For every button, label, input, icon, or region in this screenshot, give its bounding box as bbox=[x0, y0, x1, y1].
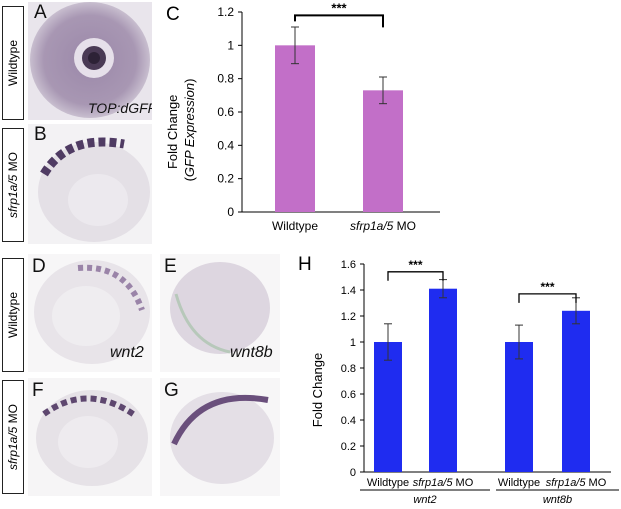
row-label-wildtype-bottom: Wildtype bbox=[2, 258, 24, 372]
panel-a-caption: TOP:dGFP bbox=[88, 100, 152, 116]
chart-h-axes: 0 0.2 0.4 0.6 0.8 1 1.2 1.4 1.6 Wildtype sfrp1a/5 … bbox=[341, 258, 619, 506]
panel-a-image: A TOP:dGFP bbox=[28, 2, 152, 120]
panel-a-letter: A bbox=[34, 2, 47, 23]
row-label-mo-top: sfrp1a/5 MO bbox=[2, 128, 24, 242]
chart-c-ylabel-paren: (GFP Expression) bbox=[182, 79, 197, 182]
y-tick-label: 0 bbox=[350, 467, 356, 479]
panel-g-letter: G bbox=[164, 380, 179, 401]
y-tick-label: 1 bbox=[227, 38, 234, 52]
chart-c-ylabel-line1: Fold Change bbox=[165, 95, 180, 169]
panel-g-eye-illustration bbox=[170, 392, 274, 484]
panel-d-letter: D bbox=[32, 256, 46, 277]
panel-b-image: B bbox=[28, 124, 152, 244]
category-label: sfrp1a/5 MO bbox=[546, 477, 607, 489]
category-label: sfrp1a/5 MO bbox=[350, 219, 416, 233]
panel-f-image: F bbox=[28, 378, 152, 496]
y-tick-label: 0.8 bbox=[341, 363, 356, 375]
panel-g-image: G bbox=[160, 378, 280, 496]
panel-f-letter: F bbox=[32, 380, 44, 401]
category-label: Wildtype bbox=[498, 477, 540, 489]
y-tick-label: 0 bbox=[227, 205, 234, 219]
category-label-suffix: MO bbox=[585, 477, 606, 489]
y-tick-label: 0.4 bbox=[341, 415, 356, 427]
panel-h-letter: H bbox=[298, 254, 312, 275]
panel-e-image: E wnt8b bbox=[160, 254, 280, 372]
panel-b-eye-illustration bbox=[38, 137, 150, 242]
panel-e-letter: E bbox=[164, 256, 177, 277]
chart-c-ylabel-line2: GFP Expression bbox=[182, 83, 197, 177]
bar bbox=[374, 342, 402, 472]
y-tick-label: 1.2 bbox=[341, 311, 356, 323]
y-tick-label: 1.2 bbox=[217, 5, 234, 19]
category-label: Wildtype bbox=[272, 219, 318, 233]
category-label: sfrp1a/5 MO bbox=[413, 477, 474, 489]
panel-d-image: D wnt2 bbox=[28, 254, 152, 372]
panel-b-letter: B bbox=[34, 124, 47, 145]
row-label-mo-suffix: MO bbox=[6, 151, 20, 175]
bar bbox=[505, 342, 533, 472]
bar bbox=[429, 288, 457, 472]
row-label-mo-suffix: MO bbox=[6, 403, 20, 427]
category-label-gene: sfrp1a/5 bbox=[546, 477, 587, 489]
panel-d-caption: wnt2 bbox=[110, 344, 144, 361]
group-label: wnt8b bbox=[543, 494, 572, 506]
significance-label: *** bbox=[408, 258, 422, 272]
panel-e-eye-illustration bbox=[170, 262, 270, 354]
chart-h-ylabel: Fold Change bbox=[310, 353, 325, 427]
row-label-mo-gene: sfrp1a/5 bbox=[6, 174, 20, 219]
significance-bracket bbox=[387, 271, 444, 281]
panel-a-eye-illustration bbox=[30, 2, 150, 118]
category-label-gene: sfrp1a/5 bbox=[413, 477, 454, 489]
chart-h: H Fold Change 0 0.2 0.4 0.6 0.8 1 1.2 1.4 1.6 Wil… bbox=[298, 254, 619, 506]
significance-label: *** bbox=[540, 280, 554, 294]
category-label-suffix: MO bbox=[452, 477, 473, 489]
y-tick-label: 1 bbox=[350, 337, 356, 349]
y-tick-label: 0.6 bbox=[341, 389, 356, 401]
significance-bracket bbox=[294, 14, 384, 28]
row-label-mo-gene: sfrp1a/5 bbox=[6, 426, 20, 471]
category-label: Wildtype bbox=[367, 477, 409, 489]
significance-label: *** bbox=[331, 0, 347, 15]
y-tick-label: 0.2 bbox=[341, 441, 356, 453]
group-label: wnt2 bbox=[413, 494, 436, 506]
panel-c-letter: C bbox=[166, 4, 180, 25]
row-label-mo-bottom: sfrp1a/5 MO bbox=[2, 380, 24, 494]
y-tick-label: 0.6 bbox=[217, 105, 234, 119]
category-label-gene: sfrp1a/5 bbox=[350, 219, 394, 233]
bar bbox=[363, 90, 403, 212]
y-tick-label: 0.8 bbox=[217, 72, 234, 86]
panel-e-caption: wnt8b bbox=[230, 344, 273, 361]
category-label-suffix: MO bbox=[393, 219, 416, 233]
y-tick-label: 0.4 bbox=[217, 138, 234, 152]
chart-c-axes: 0 0.2 0.4 0.6 0.8 1 1.2 Wildtype sfrp1a/5 MO *** bbox=[217, 0, 440, 233]
panel-f-eye-illustration bbox=[36, 390, 148, 486]
chart-c: C 0 0.2 0.4 0.6 0.8 1 1.2 Wildtype sfrp1a/5 MO **… bbox=[165, 0, 440, 233]
row-label-wildtype-top: Wildtype bbox=[2, 6, 24, 120]
y-tick-label: 1.6 bbox=[341, 259, 356, 271]
chart-c-ylabel: Fold Change (GFP Expression) bbox=[165, 79, 197, 182]
y-tick-label: 1.4 bbox=[341, 285, 356, 297]
significance-bracket bbox=[518, 293, 577, 303]
y-tick-label: 0.2 bbox=[217, 172, 234, 186]
panel-d-eye-illustration bbox=[34, 260, 150, 364]
bar bbox=[275, 45, 315, 213]
bar bbox=[562, 310, 590, 472]
